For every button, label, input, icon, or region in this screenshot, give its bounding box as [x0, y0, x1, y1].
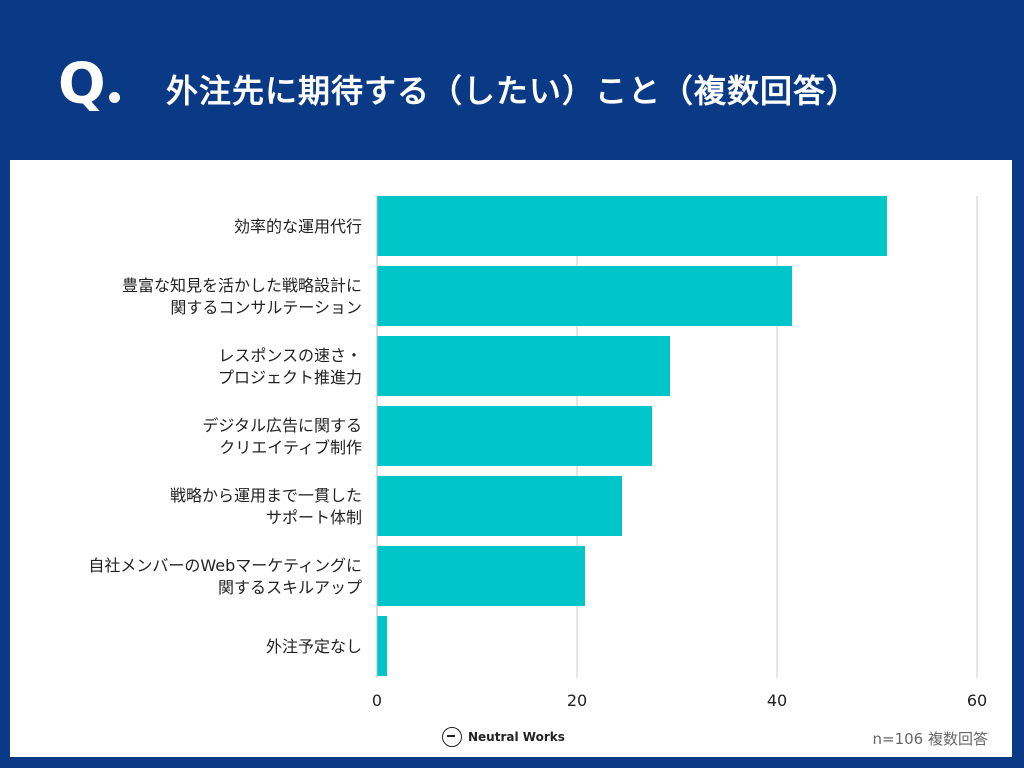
- sample-note: n=106 複数回答: [872, 730, 988, 748]
- x-tick-label-20: 20: [567, 691, 587, 710]
- category-label-3-1: クリエイティブ制作: [219, 438, 362, 457]
- category-label-4-0: 戦略から運用まで一貫した: [170, 486, 362, 505]
- brand-logo: Neutral Works: [442, 726, 565, 748]
- bar-0: [377, 196, 887, 256]
- category-label-2-1: プロジェクト推進力: [218, 368, 362, 387]
- category-label-5-1: 関するスキルアップ: [218, 578, 362, 597]
- category-label-0-0: 効率的な運用代行: [234, 217, 362, 236]
- header: Q 外注先に期待する（したい）こと（複数回答）: [0, 0, 1024, 160]
- category-label-1-0: 豊富な知見を活かした戦略設計に: [122, 276, 362, 295]
- bar-2: [377, 336, 670, 396]
- x-tick-label-60: 60: [967, 691, 987, 710]
- category-label-5-0: 自社メンバーのWebマーケティングに: [88, 556, 362, 575]
- category-label-6-0: 外注予定なし: [266, 637, 362, 656]
- x-tick-label-40: 40: [767, 691, 787, 710]
- q-dot: [108, 92, 120, 103]
- category-label-3-0: デジタル広告に関する: [202, 416, 362, 435]
- bar-3: [377, 406, 652, 466]
- q-letter: Q: [58, 52, 106, 117]
- x-tick-label-0: 0: [372, 691, 382, 710]
- bar-1: [377, 266, 792, 326]
- category-label-2-0: レスポンスの速さ・: [218, 346, 362, 365]
- category-label-1-1: 関するコンサルテーション: [170, 298, 362, 317]
- brand-mark-icon: [442, 727, 462, 747]
- bar-4: [377, 476, 622, 536]
- bar-6: [377, 616, 387, 676]
- page-title: 外注先に期待する（したい）こと（複数回答）: [166, 72, 860, 110]
- bar-5: [377, 546, 585, 606]
- category-label-4-1: サポート体制: [266, 508, 362, 527]
- q-badge: Q: [58, 57, 120, 113]
- brand-name: Neutral Works: [468, 730, 565, 744]
